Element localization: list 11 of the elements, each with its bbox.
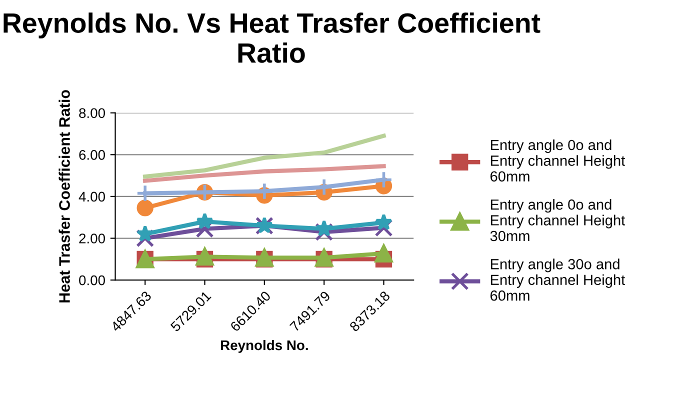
legend-label: Entry angle 0o and Entry channel Height 30mm bbox=[490, 199, 626, 242]
y-tick-label: 6.00 bbox=[79, 150, 105, 160]
legend-label: Entry angle 30o and Entry channel Height 60mm bbox=[490, 258, 626, 301]
y-tick-label: 2.00 bbox=[79, 234, 105, 244]
y-tick-label: 8.00 bbox=[79, 108, 105, 118]
y-tick-label: 4.00 bbox=[78, 192, 105, 202]
legend-label: Entry angle 0o and Entry channel Height 60mm bbox=[490, 139, 626, 182]
y-axis-title: Heat Trasfer Coefficient Ratio bbox=[58, 90, 70, 302]
x-axis-title: Reynolds No. bbox=[220, 340, 308, 353]
y-tick-label: 0.00 bbox=[79, 275, 105, 286]
chart-title: Reynolds No. Vs Heat Trasfer Coefficient Ratio bbox=[4, 12, 540, 63]
